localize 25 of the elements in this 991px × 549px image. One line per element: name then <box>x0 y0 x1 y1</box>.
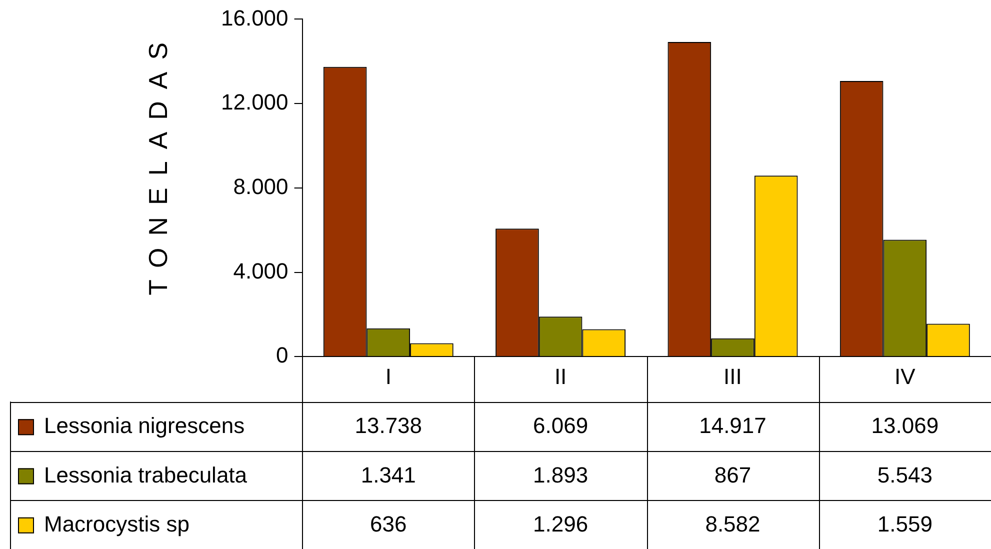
x-tick-label: I <box>385 364 392 389</box>
y-tick-label: 8.000 <box>233 174 288 199</box>
y-tick-label: 16.000 <box>220 5 288 30</box>
data-label: 636 <box>370 511 407 536</box>
data-label: 5.543 <box>877 462 932 488</box>
data-label: 867 <box>714 462 752 488</box>
data-label: 8.582 <box>705 511 760 536</box>
legend-label: Lessonia nigrescens <box>44 413 245 438</box>
y-tick-label: 0 <box>276 342 288 368</box>
data-label: 1.341 <box>360 462 416 488</box>
data-label: 14.917 <box>699 413 766 438</box>
x-tick-label: III <box>724 364 742 389</box>
y-tick-label: 4.000 <box>233 258 288 284</box>
data-label: 1.296 <box>533 511 588 536</box>
x-tick-label: II <box>554 364 567 389</box>
x-tick-label: IV <box>894 364 916 389</box>
legend-label: Macrocystis sp <box>44 511 190 536</box>
data-label: 6.069 <box>533 413 588 438</box>
data-label: 1.893 <box>533 462 588 488</box>
y-axis-title: TONELADAS <box>143 30 174 296</box>
data-label: 1.559 <box>877 511 932 536</box>
legend-label: Lessonia trabeculata <box>44 462 248 488</box>
data-label: 13.069 <box>871 413 939 438</box>
y-tick-label: 12.000 <box>220 90 288 115</box>
data-label: 13.738 <box>354 413 422 438</box>
